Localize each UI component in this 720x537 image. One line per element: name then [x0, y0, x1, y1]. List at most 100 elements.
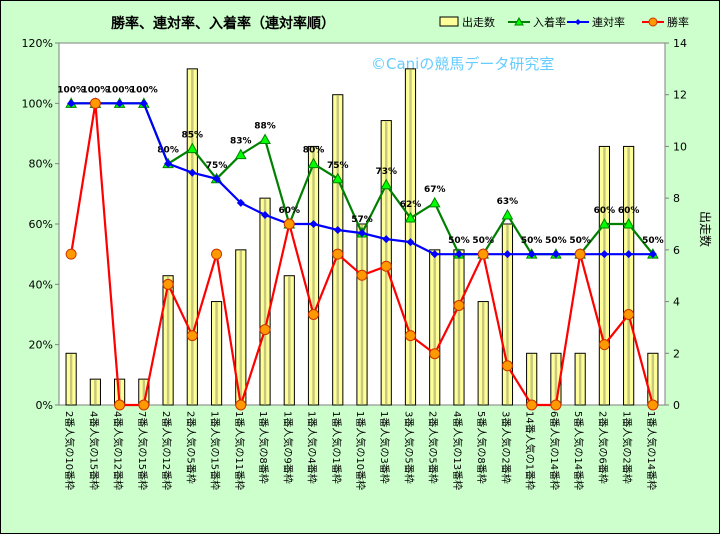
legend-swatch-出走数 — [439, 16, 459, 27]
marker-入着率-24 — [622, 217, 635, 229]
marker-勝率-20 — [526, 399, 538, 411]
y-right-tick-label: 12 — [673, 89, 687, 102]
marker-連対率-12 — [333, 226, 342, 235]
bar-shade-20 — [530, 354, 533, 405]
bar-shade-15 — [409, 69, 412, 405]
x-tick-label-7: 1番人気の15番枠 — [209, 411, 222, 490]
bar-shade-24 — [627, 147, 630, 405]
x-tick-label-9: 1番人気の8番枠 — [257, 411, 270, 484]
data-label-22: 50% — [569, 236, 591, 246]
line-series: 100%100%100%100%80%85%75%83%88%60%80%75%… — [57, 85, 664, 411]
legend-label-勝率: 勝率 — [667, 15, 689, 29]
bar-shade-25 — [651, 354, 655, 405]
marker-連対率-20 — [527, 250, 536, 259]
y-left-tick-label: 80% — [29, 158, 53, 171]
data-label-9: 88% — [254, 122, 276, 132]
bar-shade-1 — [69, 354, 73, 405]
watermark: ©Caniの競馬データ研究室 — [371, 55, 554, 73]
marker-入着率-19 — [501, 208, 514, 220]
legend-label-入着率: 入着率 — [533, 15, 566, 29]
x-tick-label-6: 2番人気の5番枠 — [184, 411, 197, 484]
legend: 出走数 入着率 連対率 勝率 — [439, 15, 689, 29]
x-tick-label-19: 3番人気の2番枠 — [499, 411, 512, 484]
data-label-2: 100% — [81, 85, 109, 95]
data-label-3: 100% — [106, 85, 134, 95]
marker-入着率-14 — [380, 178, 393, 190]
marker-勝率-22 — [574, 248, 586, 260]
y-right-tick-label: 6 — [673, 244, 680, 257]
data-label-6: 85% — [182, 131, 204, 141]
legend-marker-勝率 — [648, 17, 658, 27]
x-axis-labels: 2番人気の10番枠 4番人気の15番枠 4番人気の12番枠 7番人気の15番枠 2番人気… — [63, 411, 658, 490]
marker-勝率-9 — [259, 324, 271, 336]
bar-shade-10 — [288, 276, 291, 405]
marker-勝率-12 — [332, 248, 344, 260]
marker-入着率-9 — [259, 133, 271, 145]
bar-shade-6 — [191, 69, 194, 405]
bar-shade-19 — [506, 225, 509, 405]
x-tick-label-14: 1番人気の3番枠 — [378, 411, 391, 484]
data-label-12: 75% — [327, 161, 349, 171]
data-label-10: 60% — [279, 206, 301, 216]
y-right-tick-label: 10 — [673, 140, 687, 153]
marker-連対率-19 — [503, 250, 512, 259]
data-label-8: 83% — [230, 137, 252, 147]
y-axis-right: 0 2 4 6 8 10 12 14 — [665, 37, 687, 412]
legend-marker-入着率 — [514, 16, 524, 26]
bar-shade-18 — [481, 302, 485, 405]
marker-勝率-1 — [65, 248, 77, 260]
x-tick-label-1: 2番人気の10番枠 — [63, 411, 76, 490]
marker-連対率-11 — [309, 220, 318, 228]
bar-shade-22 — [578, 354, 582, 405]
bar-shade-13 — [360, 225, 364, 405]
marker-連対率-16 — [430, 250, 439, 259]
data-label-24: 60% — [618, 206, 640, 216]
bar-shade-8 — [239, 250, 243, 405]
y-right-tick-label: 2 — [673, 347, 680, 360]
bar-shade-16 — [433, 250, 436, 405]
marker-勝率-5 — [162, 278, 174, 290]
x-tick-label-25: 1番人気の14番枠 — [645, 411, 658, 490]
data-label-16: 67% — [424, 185, 446, 195]
marker-勝率-25 — [647, 399, 659, 411]
x-tick-label-21: 6番人気の14番枠 — [548, 411, 561, 490]
marker-勝率-24 — [623, 309, 635, 320]
y-left-tick-label: 0% — [36, 399, 53, 412]
bar-shade-2 — [94, 380, 97, 405]
x-tick-label-8: 1番人気の11番枠 — [233, 411, 246, 490]
data-label-20: 50% — [521, 236, 543, 246]
legend-label-出走数: 出走数 — [462, 15, 495, 29]
x-tick-label-23: 2番人気の6番枠 — [596, 411, 609, 484]
marker-連対率-7 — [212, 174, 221, 183]
data-label-19: 63% — [497, 197, 519, 207]
x-tick-label-10: 1番人気の9番枠 — [281, 411, 294, 484]
y-left-tick-label: 20% — [29, 339, 53, 352]
y-right-tick-label: 8 — [673, 192, 680, 205]
x-tick-label-11: 1番人気の4番枠 — [306, 411, 319, 484]
marker-勝率-17 — [453, 299, 465, 311]
bar-shade-23 — [603, 147, 606, 405]
data-label-18: 50% — [472, 236, 494, 246]
marker-連対率-6 — [188, 168, 197, 177]
data-label-15: 62% — [400, 200, 422, 210]
marker-入着率-8 — [234, 148, 247, 160]
x-tick-label-22: 5番人気の14番枠 — [572, 411, 585, 490]
marker-勝率-10 — [283, 218, 295, 230]
marker-入着率-12 — [331, 172, 344, 184]
y-left-tick-label: 60% — [29, 218, 53, 231]
marker-勝率-8 — [235, 399, 247, 411]
data-label-17: 50% — [448, 236, 470, 246]
marker-勝率-7 — [211, 248, 223, 260]
marker-入着率-11 — [307, 157, 320, 169]
marker-連対率-24 — [624, 250, 633, 259]
y-axis-left: 0% 20% 40% 60% 80% 100% 120% — [22, 37, 59, 412]
bar-shade-17 — [457, 250, 461, 405]
marker-勝率-14 — [380, 260, 392, 272]
y-right-tick-label: 4 — [673, 296, 680, 309]
marker-勝率-18 — [477, 248, 489, 260]
x-tick-label-20: 14番人気の1番枠 — [524, 411, 537, 490]
bar-shade-5 — [166, 276, 170, 405]
marker-勝率-6 — [186, 330, 198, 342]
data-label-7: 75% — [206, 161, 228, 171]
y-left-tick-label: 120% — [22, 37, 53, 50]
